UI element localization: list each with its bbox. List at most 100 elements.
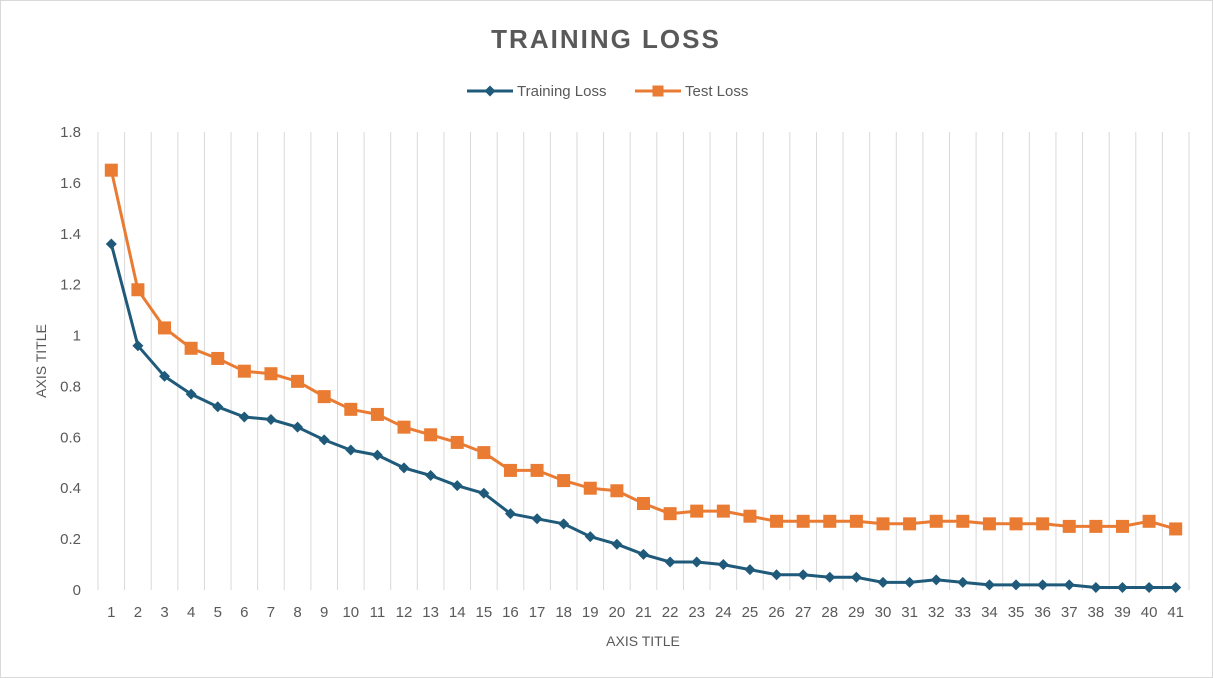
data-point-square[interactable] [530,463,544,477]
x-tick-label: 8 [293,604,301,621]
data-point-diamond[interactable] [318,434,330,446]
data-point-diamond[interactable] [771,569,783,581]
data-point-square[interactable] [237,364,251,378]
x-tick-label: 9 [320,604,328,621]
data-point-square[interactable] [1169,522,1183,536]
data-point-square[interactable] [1089,519,1103,533]
data-point-diamond[interactable] [850,571,862,583]
x-tick-label: 29 [848,604,865,621]
data-point-diamond[interactable] [105,238,117,250]
data-point-square[interactable] [503,463,517,477]
data-point-square[interactable] [637,496,650,510]
data-point-square[interactable] [663,507,677,521]
x-tick-label: 13 [422,604,439,621]
data-point-diamond[interactable] [744,564,756,576]
x-tick-label: 31 [901,604,918,621]
data-point-square[interactable] [211,351,225,365]
x-tick-label: 4 [187,604,195,621]
data-point-diamond[interactable] [1037,579,1049,591]
data-point-square[interactable] [450,435,464,449]
data-point-diamond[interactable] [584,531,596,543]
data-point-square[interactable] [1062,519,1076,533]
data-point-square[interactable] [610,484,624,498]
data-point-square[interactable] [291,374,305,388]
data-point-square[interactable] [370,407,384,421]
data-point-diamond[interactable] [425,470,437,481]
data-point-square[interactable] [956,514,970,528]
x-tick-label: 11 [370,604,386,621]
data-point-square[interactable] [184,341,198,355]
data-point-square[interactable] [397,420,411,434]
data-point-diamond[interactable] [904,576,916,588]
data-point-diamond[interactable] [717,559,729,571]
data-point-diamond[interactable] [1063,579,1075,591]
data-point-diamond[interactable] [504,508,516,520]
data-point-diamond[interactable] [398,462,410,474]
data-point-diamond[interactable] [1170,581,1182,593]
data-point-diamond[interactable] [824,571,836,583]
data-point-diamond[interactable] [292,421,304,433]
data-point-square[interactable] [424,428,438,442]
data-point-square[interactable] [477,446,491,460]
data-point-diamond[interactable] [185,388,197,400]
data-point-diamond[interactable] [531,513,543,525]
data-point-square[interactable] [690,504,704,518]
data-point-diamond[interactable] [691,556,703,568]
data-point-square[interactable] [104,163,118,177]
data-point-square[interactable] [1142,514,1156,528]
data-point-diamond[interactable] [638,548,649,560]
data-point-diamond[interactable] [611,538,623,550]
data-point-square[interactable] [158,321,172,335]
data-point-square[interactable] [929,514,943,528]
x-tick-label: 3 [160,604,168,621]
data-point-diamond[interactable] [132,340,144,352]
data-point-square[interactable] [317,390,331,404]
data-point-square[interactable] [557,474,571,488]
data-point-diamond[interactable] [1010,579,1022,591]
data-point-diamond[interactable] [930,574,942,586]
data-point-square[interactable] [903,517,917,531]
data-point-square[interactable] [264,367,278,381]
legend-item-training-loss[interactable]: Training Loss [467,83,607,100]
data-point-diamond[interactable] [371,449,383,461]
data-point-square[interactable] [1009,517,1023,531]
data-point-diamond[interactable] [345,444,357,456]
legend-marker-training-loss [484,85,496,97]
data-point-diamond[interactable] [1090,581,1102,593]
data-point-square[interactable] [796,514,810,528]
data-point-square[interactable] [1036,517,1050,531]
data-point-diamond[interactable] [983,579,995,591]
x-tick-label: 7 [267,604,275,621]
data-point-diamond[interactable] [664,556,676,568]
data-point-square[interactable] [716,504,730,518]
x-tick-label: 6 [240,604,248,621]
y-tick-label: 0 [73,582,81,599]
data-point-square[interactable] [131,283,145,297]
data-point-diamond[interactable] [212,401,224,413]
data-point-square[interactable] [1115,519,1129,533]
data-point-diamond[interactable] [1143,581,1155,593]
data-point-diamond[interactable] [1116,581,1128,593]
x-tick-label: 14 [449,604,466,621]
legend-item-test-loss[interactable]: Test Loss [635,83,748,100]
data-point-diamond[interactable] [558,518,570,530]
y-tick-label: 1 [73,328,81,345]
data-point-diamond[interactable] [451,480,463,492]
data-point-square[interactable] [770,514,784,528]
data-point-diamond[interactable] [159,370,171,382]
data-point-diamond[interactable] [265,414,277,426]
data-point-square[interactable] [876,517,890,531]
data-point-square[interactable] [743,509,757,523]
data-point-square[interactable] [849,514,863,528]
data-point-square[interactable] [583,481,597,495]
data-point-diamond[interactable] [877,576,889,588]
data-point-square[interactable] [823,514,837,528]
data-point-square[interactable] [982,517,996,531]
data-point-diamond[interactable] [238,411,250,423]
data-point-diamond[interactable] [478,487,490,499]
data-point-diamond[interactable] [797,569,809,581]
data-point-square[interactable] [344,402,358,416]
x-tick-label: 25 [742,604,759,621]
data-point-diamond[interactable] [957,576,969,588]
